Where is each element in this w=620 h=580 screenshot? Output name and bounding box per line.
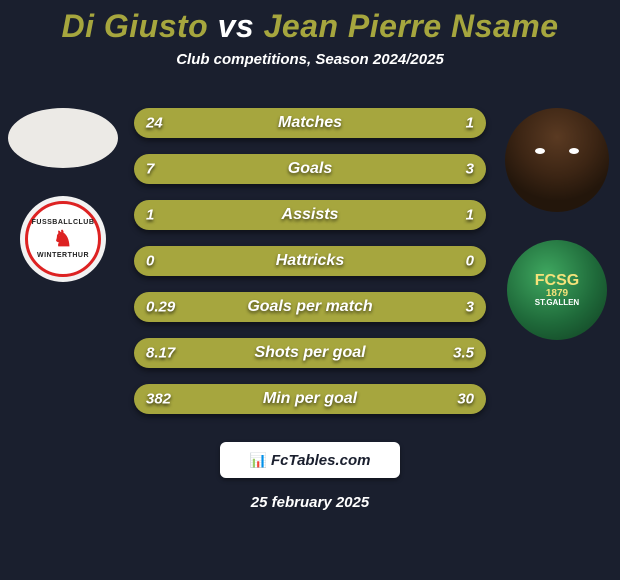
stat-right-value: 3: [466, 161, 474, 178]
player1-name: Di Giusto: [62, 8, 209, 44]
stat-bar: 8.17 Shots per goal 3.5: [134, 338, 486, 368]
stat-label: Goals: [288, 160, 332, 178]
stat-left-value: 0.29: [146, 299, 175, 316]
stats-area: FUSSBALLCLUB ♞ WINTERTHUR FCSG 1879 ST.G…: [0, 108, 620, 414]
stat-right-value: 1: [466, 115, 474, 132]
winterthur-crest: FUSSBALLCLUB ♞ WINTERTHUR: [25, 201, 101, 277]
snapshot-date: 25 february 2025: [0, 494, 620, 511]
badge-bottom-text: WINTERTHUR: [37, 252, 89, 259]
badge-fcsg: FCSG: [535, 273, 579, 289]
subtitle: Club competitions, Season 2024/2025: [0, 51, 620, 68]
player2-avatar: [505, 108, 609, 212]
player2-name: Jean Pierre Nsame: [264, 8, 559, 44]
stat-left-value: 382: [146, 391, 171, 408]
stat-left-value: 1: [146, 207, 154, 224]
stat-label: Hattricks: [276, 252, 344, 270]
stat-label: Goals per match: [247, 298, 372, 316]
stat-bar: 24 Matches 1: [134, 108, 486, 138]
player1-club-badge: FUSSBALLCLUB ♞ WINTERTHUR: [20, 196, 106, 282]
stat-left-value: 7: [146, 161, 154, 178]
player2-club-badge: FCSG 1879 ST.GALLEN: [507, 240, 607, 340]
stat-right-value: 3.5: [453, 345, 474, 362]
stat-bar: 1 Assists 1: [134, 200, 486, 230]
stat-right-value: 0: [466, 253, 474, 270]
comparison-title: Di Giusto vs Jean Pierre Nsame: [0, 0, 620, 45]
badge-city: ST.GALLEN: [535, 299, 579, 307]
stat-right-value: 3: [466, 299, 474, 316]
brand-text: FcTables.com: [271, 452, 370, 469]
stat-right-value: 1: [466, 207, 474, 224]
stat-bar: 0.29 Goals per match 3: [134, 292, 486, 322]
stat-label: Matches: [278, 114, 342, 132]
stat-label: Min per goal: [263, 390, 357, 408]
lion-icon: ♞: [53, 228, 73, 250]
chart-icon: 📊: [250, 452, 267, 469]
stat-label: Assists: [282, 206, 339, 224]
stgallen-crest: FCSG 1879 ST.GALLEN: [535, 273, 579, 307]
stat-bar: 382 Min per goal 30: [134, 384, 486, 414]
stat-left-value: 8.17: [146, 345, 175, 362]
left-player-column: FUSSBALLCLUB ♞ WINTERTHUR: [4, 108, 122, 282]
player1-avatar: [8, 108, 118, 168]
stat-left-value: 0: [146, 253, 154, 270]
stat-left-value: 24: [146, 115, 163, 132]
stat-bar: 7 Goals 3: [134, 154, 486, 184]
stat-label: Shots per goal: [254, 344, 365, 362]
badge-top-text: FUSSBALLCLUB: [32, 219, 95, 226]
stat-bar: 0 Hattricks 0: [134, 246, 486, 276]
brand-badge[interactable]: 📊 FcTables.com: [220, 442, 400, 478]
right-player-column: FCSG 1879 ST.GALLEN: [498, 108, 616, 340]
vs-text: vs: [218, 8, 255, 44]
stat-bars: 24 Matches 1 7 Goals 3 1 Assists 1 0 Hattricks 0 0.2…: [134, 108, 486, 414]
stat-right-value: 30: [457, 391, 474, 408]
